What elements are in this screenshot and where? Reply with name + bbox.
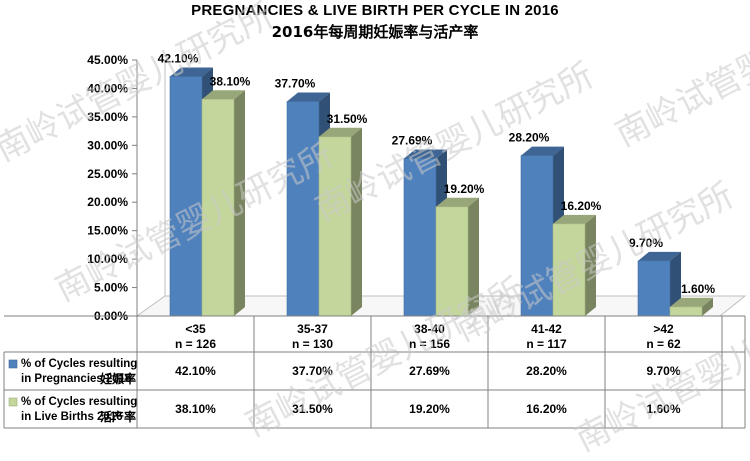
bar-live-birth [669,306,703,317]
data-label: 27.69% [392,133,433,147]
bar-top [404,149,447,159]
category-label: >42 [653,322,674,336]
bar-top [553,214,596,224]
bar-live-birth [201,98,235,317]
legend-label: in Live Births 2016 [21,411,123,423]
bar-top [202,90,245,100]
y-tick-label: 10.00% [87,252,128,266]
bar-pregnancy [403,158,437,317]
table-value: 37.70% [292,364,333,378]
category-label: 41-42 [531,322,562,336]
y-tick-label: 15.00% [87,224,128,238]
legend-label-cn: 妊娠率 [100,371,136,386]
bar-top [287,92,330,102]
bar-pregnancy [169,76,203,317]
category-count: n = 126 [175,337,216,351]
data-label: 31.50% [327,112,368,126]
bar-top [170,67,213,77]
y-tick-label: 45.00% [87,53,128,67]
bar-top [638,251,681,261]
data-label: 37.70% [275,77,316,91]
legend-label: in Pregnancies 2016 [21,373,132,385]
data-label: 9.70% [629,236,663,250]
category-count: n = 130 [292,337,333,351]
y-tick-label: 30.00% [87,138,128,152]
bar-side [468,197,479,316]
category-count: n = 117 [526,337,567,351]
data-label: 19.20% [444,182,485,196]
y-tick-label: 20.00% [87,195,128,209]
chart-canvas: 0.00%5.00%10.00%15.00%20.00%25.00%30.00%… [3,51,747,429]
category-count: n = 62 [646,337,681,351]
bar-side [585,214,596,316]
legend-label: % of Cycles resulting [21,396,137,408]
data-label: 1.60% [681,282,715,296]
bar-side [702,297,713,316]
data-label: 38.10% [210,74,251,88]
category-label: 35-37 [297,322,328,336]
category-label: 38-40 [414,322,445,336]
category-count: n = 156 [409,337,450,351]
bar-live-birth [552,223,586,317]
chart-title: PREGNANCIES & LIVE BIRTH PER CYCLE IN 20… [191,2,559,19]
legend-label-cn: 活产率 [100,409,136,424]
data-label: 16.20% [561,199,602,213]
bar-top [521,146,564,156]
table-value: 38.10% [175,402,216,416]
data-label: 42.10% [158,51,199,65]
legend-swatch-pregnancy [8,359,18,369]
table-value: 19.20% [409,402,450,416]
bar-pregnancy [286,101,320,317]
legend-swatch-live-birth [8,397,18,407]
y-tick-label: 25.00% [87,167,128,181]
table-value: 28.20% [526,364,567,378]
bar-top [436,197,479,207]
table-value: 1.60% [646,402,680,416]
y-tick-label: 5.00% [94,281,128,295]
bar-pregnancy [637,260,671,317]
bar-side [351,127,362,316]
bar-pregnancy [520,155,554,317]
bar-live-birth [318,136,352,317]
legend-label: % of Cycles resulting [21,358,137,370]
table-value: 42.10% [175,364,216,378]
y-tick-label: 40.00% [87,81,128,95]
table-value: 31.50% [292,402,333,416]
bar-side [670,251,681,316]
bar-live-birth [435,206,469,317]
table-value: 16.20% [526,402,567,416]
category-label: <35 [185,322,206,336]
table-value: 9.70% [646,364,680,378]
y-tick-label: 35.00% [87,110,128,124]
bar-side [234,90,245,317]
table-value: 27.69% [409,364,450,378]
data-label: 28.20% [509,131,550,145]
chart-subtitle: 2016年每周期妊娠率与活产率 [271,23,479,41]
bar-top [670,297,713,307]
bar-top [319,127,362,137]
